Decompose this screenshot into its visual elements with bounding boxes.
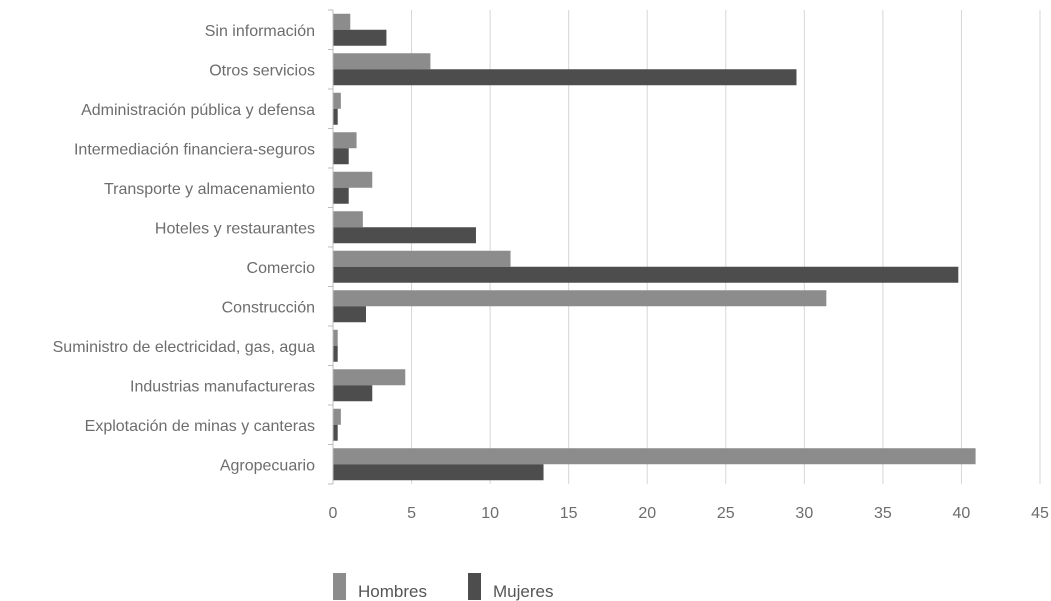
bar-mujeres bbox=[333, 69, 797, 86]
bar-mujeres bbox=[333, 464, 544, 481]
legend-swatch-hombres bbox=[333, 573, 346, 600]
bar-hombres bbox=[333, 369, 406, 386]
category-label: Hoteles y restaurantes bbox=[155, 220, 315, 237]
x-tick-label: 5 bbox=[407, 505, 416, 522]
legend-swatch-mujeres bbox=[468, 573, 481, 600]
legend: Hombres Mujeres bbox=[333, 573, 553, 601]
x-tick-label: 40 bbox=[953, 505, 971, 522]
x-tick-label: 30 bbox=[795, 505, 813, 522]
bar-mujeres bbox=[333, 266, 959, 283]
bar-hombres bbox=[333, 171, 373, 188]
category-label: Administración pública y defensa bbox=[81, 102, 315, 119]
legend-label: Mujeres bbox=[493, 582, 553, 601]
category-label: Suministro de electricidad, gas, agua bbox=[53, 339, 315, 356]
bar-hombres bbox=[333, 13, 351, 30]
x-tick-label: 15 bbox=[560, 505, 578, 522]
category-label: Industrias manufactureras bbox=[130, 378, 315, 395]
category-labels: Sin información Otros servicios Administra… bbox=[53, 23, 315, 475]
bar-hombres bbox=[333, 92, 341, 109]
bar-hombres bbox=[333, 211, 363, 228]
bar-hombres bbox=[333, 53, 431, 70]
category-label: Sin información bbox=[205, 23, 315, 40]
bar-hombres bbox=[333, 448, 976, 465]
legend-label: Hombres bbox=[358, 582, 427, 601]
x-tick-label: 10 bbox=[481, 505, 499, 522]
bar-mujeres bbox=[333, 424, 338, 441]
bars bbox=[333, 13, 976, 481]
bar-hombres bbox=[333, 408, 341, 425]
bar-hombres bbox=[333, 250, 511, 267]
bar-hombres bbox=[333, 290, 827, 307]
bar-hombres bbox=[333, 132, 357, 149]
x-tick-label: 35 bbox=[874, 505, 892, 522]
bar-mujeres bbox=[333, 148, 349, 165]
y-axis bbox=[328, 9, 334, 485]
bar-mujeres bbox=[333, 187, 349, 204]
category-label: Intermediación financiera-seguros bbox=[74, 141, 315, 158]
x-tick-label: 20 bbox=[638, 505, 656, 522]
category-label: Otros servicios bbox=[209, 62, 315, 79]
bar-mujeres bbox=[333, 345, 338, 362]
bar-mujeres bbox=[333, 306, 366, 323]
bar-hombres bbox=[333, 329, 338, 346]
category-label: Comercio bbox=[247, 260, 316, 277]
bar-mujeres bbox=[333, 108, 338, 125]
category-label: Agropecuario bbox=[220, 457, 315, 474]
x-tick-labels: 0 5 10 15 20 25 30 35 40 45 bbox=[329, 505, 1049, 522]
bar-mujeres bbox=[333, 227, 476, 244]
category-label: Explotación de minas y canteras bbox=[85, 418, 315, 435]
bar-mujeres bbox=[333, 29, 387, 46]
x-tick-label: 45 bbox=[1031, 505, 1049, 522]
x-tick-label: 0 bbox=[329, 505, 338, 522]
bar-mujeres bbox=[333, 385, 373, 402]
category-label: Construcción bbox=[222, 299, 315, 316]
x-tick-label: 25 bbox=[717, 505, 735, 522]
category-label: Transporte y almacenamiento bbox=[104, 181, 315, 198]
gridlines bbox=[411, 10, 1041, 484]
